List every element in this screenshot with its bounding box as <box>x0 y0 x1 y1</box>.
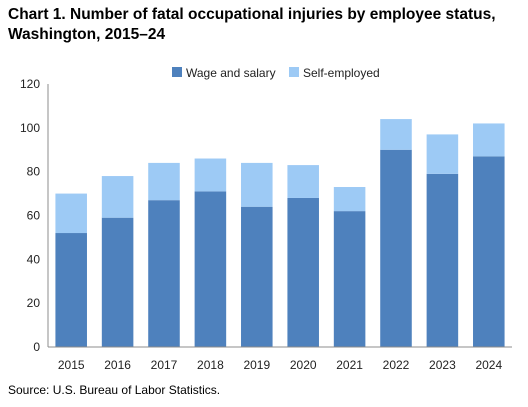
bar-wage-and-salary-2020 <box>287 197 319 347</box>
bar-self-employed-2019 <box>241 162 273 207</box>
bar-wage-and-salary-2017 <box>148 200 180 347</box>
chart-legend: Wage and salary Self-employed <box>172 66 380 80</box>
x-tick-label: 2017 <box>151 358 178 372</box>
x-tick-label: 2018 <box>197 358 224 372</box>
x-tick-label: 2024 <box>475 358 502 372</box>
stacked-bar-chart: Wage and salary Self-employed 0 20 40 60 80 10… <box>20 66 512 372</box>
x-axis: 2015 2016 2017 2018 2019 2020 2021 2022 2023 2024 <box>48 346 512 372</box>
x-tick-label: 2015 <box>58 358 85 372</box>
x-tick-label: 2019 <box>243 358 270 372</box>
y-tick-label: 60 <box>27 209 41 223</box>
x-tick-label: 2023 <box>429 358 456 372</box>
y-tick-label: 0 <box>33 340 40 354</box>
bar-self-employed-2022 <box>380 119 412 150</box>
bar-wage-and-salary-2016 <box>101 217 134 347</box>
bar-wage-and-salary-2023 <box>426 173 459 347</box>
bar-self-employed-2015 <box>55 193 87 234</box>
y-tick-label: 120 <box>20 77 40 91</box>
x-tick-label: 2020 <box>290 358 317 372</box>
bar-series <box>55 119 505 347</box>
y-axis: 0 20 40 60 80 100 120 <box>20 77 49 354</box>
y-tick-label: 40 <box>27 252 41 266</box>
bar-wage-and-salary-2018 <box>194 191 227 347</box>
bar-self-employed-2023 <box>426 134 459 174</box>
y-tick-label: 100 <box>20 121 40 135</box>
bar-self-employed-2016 <box>101 176 134 218</box>
legend-label: Wage and salary <box>186 66 276 80</box>
x-tick-label: 2022 <box>383 358 410 372</box>
x-tick-label: 2016 <box>104 358 131 372</box>
chart-title: Chart 1. Number of fatal occupational in… <box>8 6 496 43</box>
bar-wage-and-salary-2015 <box>55 233 87 347</box>
bar-self-employed-2021 <box>333 187 366 212</box>
legend-swatch <box>172 67 182 77</box>
x-tick-label: 2021 <box>336 358 363 372</box>
bar-self-employed-2017 <box>148 162 180 201</box>
legend-label: Self-employed <box>303 66 380 80</box>
bar-wage-and-salary-2021 <box>333 211 366 347</box>
bar-self-employed-2024 <box>473 123 505 157</box>
bar-wage-and-salary-2024 <box>473 156 505 347</box>
y-tick-label: 80 <box>27 165 41 179</box>
bar-self-employed-2020 <box>287 165 319 198</box>
source-note: Source: U.S. Bureau of Labor Statistics. <box>8 383 221 397</box>
bar-wage-and-salary-2022 <box>380 149 412 347</box>
y-tick-label: 20 <box>27 296 41 310</box>
bar-wage-and-salary-2019 <box>241 206 273 347</box>
bar-self-employed-2018 <box>194 158 227 192</box>
legend-swatch <box>289 67 299 77</box>
